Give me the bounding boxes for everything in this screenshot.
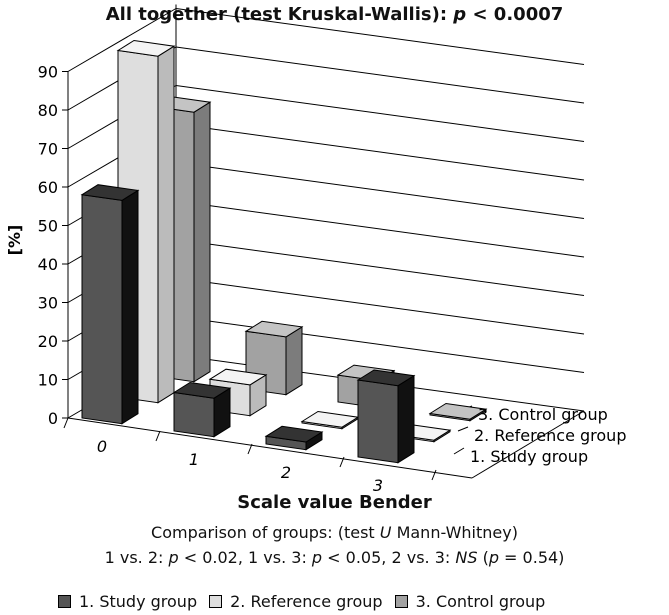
- cmp-b: < 0.02, 1 vs. 3:: [178, 548, 312, 567]
- bar-3-cat-3: [428, 402, 488, 422]
- y-tick-label-40: 40: [38, 255, 58, 274]
- title-prefix: All together (test Kruskal-Wallis):: [105, 4, 454, 25]
- cmp-p3: p: [488, 548, 499, 567]
- floor-front-edge: [67, 417, 473, 479]
- bar-front-face: [173, 391, 215, 438]
- gridline-back-80: [175, 46, 585, 104]
- gridline-back-30: [175, 239, 585, 296]
- title-p-symbol: p: [453, 4, 467, 25]
- y-tick-label-60: 60: [38, 178, 58, 197]
- legend-label-study: 1. Study group: [79, 592, 198, 611]
- bar-1-cat-2: [264, 425, 324, 451]
- comparison-line-1: Comparison of groups: (test U Mann-Whitn…: [0, 523, 669, 542]
- row-label-1: 1. Study group: [470, 447, 588, 466]
- gridline-back-20: [175, 277, 585, 335]
- x-tick-label-3: 3: [373, 476, 383, 495]
- gridline-back-60: [175, 123, 585, 181]
- bar-top-face: [208, 368, 268, 386]
- legend-label-reference: 2. Reference group: [230, 592, 383, 611]
- bar-side-face: [285, 325, 303, 396]
- y-tick-label-90: 90: [38, 63, 58, 82]
- floor-right-edge: [471, 410, 585, 479]
- y-tick-label-50: 50: [38, 217, 58, 236]
- gridline-back-40: [175, 200, 585, 258]
- comparison-text-b: Mann-Whitney): [391, 523, 518, 542]
- chart-bars-layer: [80, 39, 488, 464]
- y-tick-label-30: 30: [38, 294, 58, 313]
- bar-side-face: [193, 101, 211, 383]
- bar-top-face: [244, 320, 304, 338]
- legend: 1. Study group 2. Reference group 3. Con…: [58, 592, 557, 611]
- gridline-back-70: [175, 85, 585, 142]
- gridline-back-90: [175, 8, 585, 65]
- bar-side-face: [397, 374, 415, 464]
- y-tick-label-20: 20: [38, 332, 58, 351]
- row-label-leader-0: [453, 447, 465, 455]
- y-tick-label-0: 0: [48, 409, 58, 428]
- bar-side-face: [157, 45, 175, 404]
- comparison-u-symbol: U: [379, 523, 392, 542]
- cmp-c: < 0.05, 2 vs. 3:: [322, 548, 456, 567]
- legend-item-reference: 2. Reference group: [209, 592, 383, 611]
- x-tick-mark-3: [339, 456, 345, 468]
- bar-top-face: [116, 39, 176, 57]
- bar-side-face: [121, 189, 139, 425]
- chart-labels-layer: 0 10 20 30 40 50 60 70 80 90 0 1 2 3 [%] 1. Study group…: [5, 63, 626, 496]
- cmp-p1: p: [168, 548, 179, 567]
- cmp-p2: p: [311, 548, 323, 567]
- row-label-2: 2. Reference group: [474, 426, 626, 445]
- bar-top-face: [264, 425, 324, 443]
- bar-1-cat-3: [356, 369, 416, 464]
- cmp-d: (: [477, 548, 489, 567]
- comparison-text-a: Comparison of groups: (test: [151, 523, 380, 542]
- x-tick-label-0: 0: [97, 437, 107, 456]
- row-label-3: 3. Control group: [478, 405, 608, 424]
- bar-chart-3d: 0 10 20 30 40 50 60 70 80 90 0 1 2 3 [%] 1. Study group…: [5, 4, 626, 496]
- legend-label-control: 3. Control group: [415, 592, 546, 611]
- legend-item-control: 3. Control group: [394, 592, 546, 611]
- legend-item-study: 1. Study group: [58, 592, 197, 611]
- x-tick-mark-2: [247, 443, 253, 455]
- gridline-back-50: [175, 162, 585, 219]
- legend-swatch-control: [394, 595, 408, 608]
- bar-top-face: [172, 381, 232, 399]
- comparison-line-2: 1 vs. 2: p < 0.02, 1 vs. 3: p < 0.05, 2 …: [0, 548, 669, 567]
- bar-2-cat-2: [300, 410, 360, 430]
- bar-front-face: [357, 379, 399, 464]
- x-tick-label-2: 2: [281, 463, 291, 482]
- gridline-back-10: [175, 316, 585, 373]
- cmp-a: 1 vs. 2:: [104, 548, 169, 567]
- bar-top-face: [356, 369, 416, 387]
- y-tick-label-70: 70: [38, 140, 58, 159]
- gridline-left-90: [67, 8, 177, 72]
- bar-top-face: [80, 184, 140, 201]
- cmp-ns: NS: [455, 548, 478, 567]
- bar-front-face: [81, 194, 123, 425]
- cmp-e: = 0.54): [498, 548, 565, 567]
- bar-top-face: [428, 402, 488, 420]
- y-tick-label-10: 10: [38, 371, 58, 390]
- x-tick-mark-1: [155, 430, 161, 442]
- y-tick-label-80: 80: [38, 101, 58, 120]
- chart-title: All together (test Kruskal-Wallis): p < …: [0, 4, 669, 25]
- bar-1-cat-0: [80, 184, 140, 425]
- bar-top-face: [300, 410, 360, 428]
- row-label-leader-1: [457, 426, 469, 432]
- legend-swatch-reference: [209, 595, 223, 608]
- x-axis-title: Scale value Bender: [237, 492, 432, 513]
- y-axis-title: [%]: [5, 225, 24, 256]
- x-tick-label-1: 1: [189, 450, 199, 469]
- bar-1-cat-1: [172, 381, 232, 438]
- title-value: < 0.0007: [466, 4, 564, 25]
- x-tick-mark-4: [431, 469, 437, 481]
- legend-swatch-study: [58, 595, 71, 608]
- x-tick-mark-0: [63, 417, 69, 429]
